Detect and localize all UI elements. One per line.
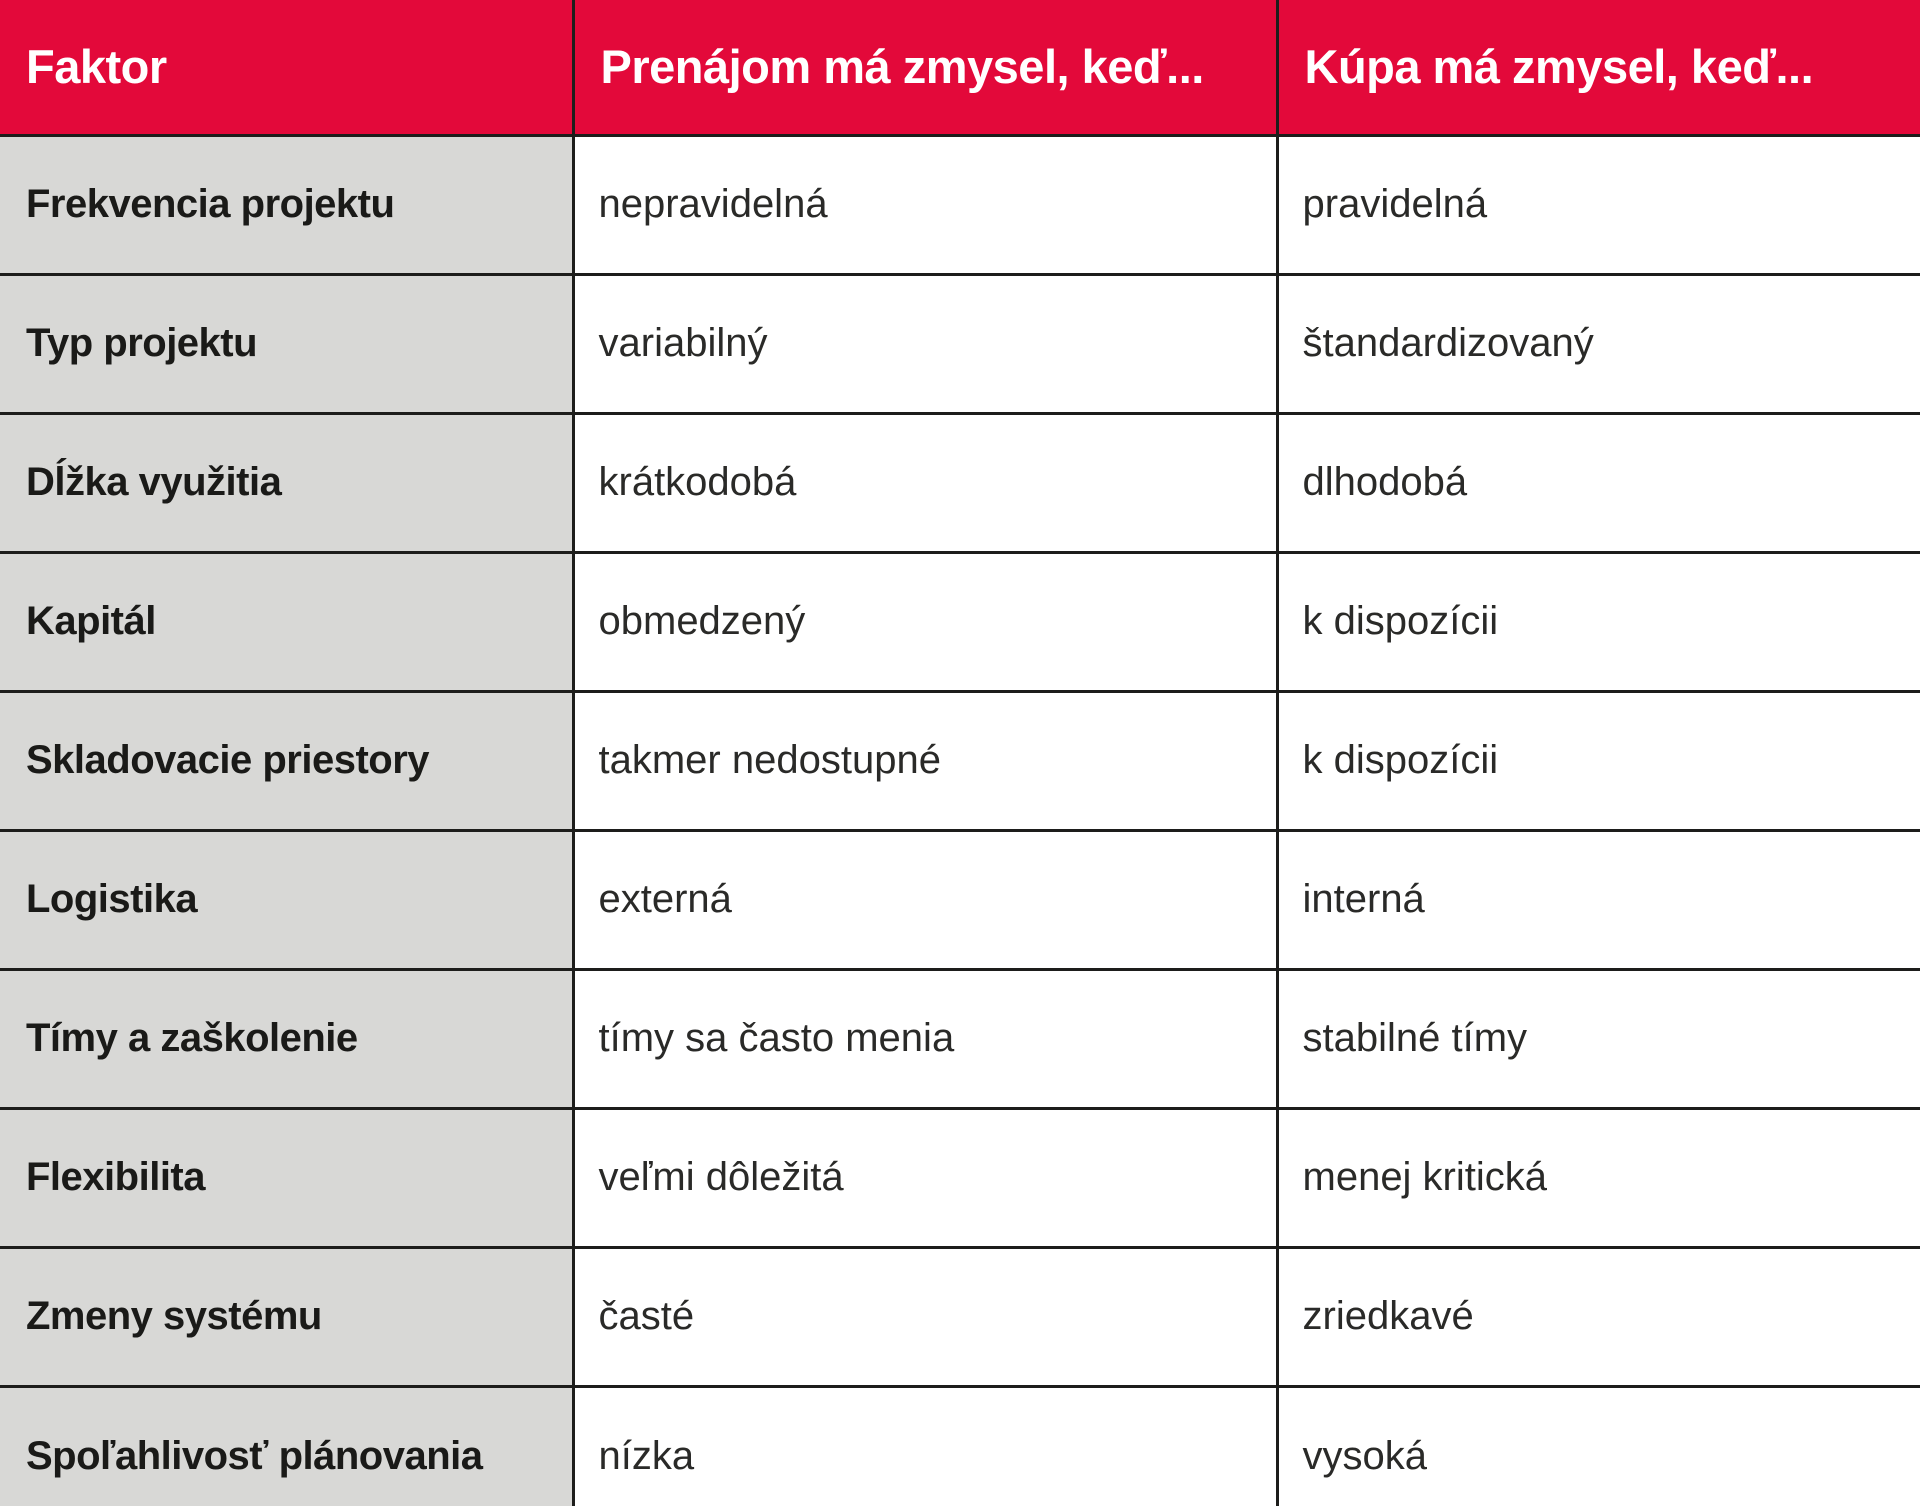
buy-cell: k dispozícii	[1275, 689, 1920, 830]
table-row: Zmeny systému časté zriedkavé	[0, 1245, 1920, 1386]
buy-cell: štandardizovaný	[1275, 272, 1920, 413]
rent-cell: časté	[571, 1245, 1277, 1386]
row-label: Flexibilita	[0, 1106, 573, 1247]
rent-cell: nízka	[571, 1384, 1277, 1506]
rent-cell: krátkodobá	[571, 411, 1277, 552]
rent-cell: externá	[571, 828, 1277, 969]
table-row: Skladovacie priestory takmer nedostupné …	[0, 689, 1920, 830]
table-row: Frekvencia projektu nepravidelná pravide…	[0, 133, 1920, 274]
row-label: Typ projektu	[0, 272, 573, 413]
table-row: Typ projektu variabilný štandardizovaný	[0, 272, 1920, 413]
row-label: Dĺžka využitia	[0, 411, 573, 552]
buy-cell: menej kritická	[1275, 1106, 1920, 1247]
header-row: Faktor Prenájom má zmysel, keď... Kúpa m…	[0, 0, 1920, 135]
table-row: Logistika externá interná	[0, 828, 1920, 969]
rent-cell: takmer nedostupné	[571, 689, 1277, 830]
column-header-prenajom: Prenájom má zmysel, keď...	[571, 0, 1277, 135]
buy-cell: zriedkavé	[1275, 1245, 1920, 1386]
buy-cell: stabilné tímy	[1275, 967, 1920, 1108]
row-label: Zmeny systému	[0, 1245, 573, 1386]
rent-cell: veľmi dôležitá	[571, 1106, 1277, 1247]
row-label: Spoľahlivosť plánovania	[0, 1384, 573, 1506]
row-label: Logistika	[0, 828, 573, 969]
table-row: Dĺžka využitia krátkodobá dlhodobá	[0, 411, 1920, 552]
table-row: Spoľahlivosť plánovania nízka vysoká	[0, 1384, 1920, 1506]
row-label: Skladovacie priestory	[0, 689, 573, 830]
table-row: Flexibilita veľmi dôležitá menej kritick…	[0, 1106, 1920, 1247]
buy-cell: dlhodobá	[1275, 411, 1920, 552]
row-label: Tímy a zaškolenie	[0, 967, 573, 1108]
rent-cell: obmedzený	[571, 550, 1277, 691]
buy-cell: vysoká	[1275, 1384, 1920, 1506]
column-header-kupa: Kúpa má zmysel, keď...	[1275, 0, 1920, 135]
row-label: Frekvencia projektu	[0, 133, 573, 274]
buy-cell: pravidelná	[1275, 133, 1920, 274]
rent-cell: nepravidelná	[571, 133, 1277, 274]
row-label: Kapitál	[0, 550, 573, 691]
rent-cell: variabilný	[571, 272, 1277, 413]
table-row: Kapitál obmedzený k dispozícii	[0, 550, 1920, 691]
buy-cell: interná	[1275, 828, 1920, 969]
rent-cell: tímy sa často menia	[571, 967, 1277, 1108]
buy-cell: k dispozícii	[1275, 550, 1920, 691]
column-header-faktor: Faktor	[0, 0, 573, 135]
table-row: Tímy a zaškolenie tímy sa často menia st…	[0, 967, 1920, 1108]
